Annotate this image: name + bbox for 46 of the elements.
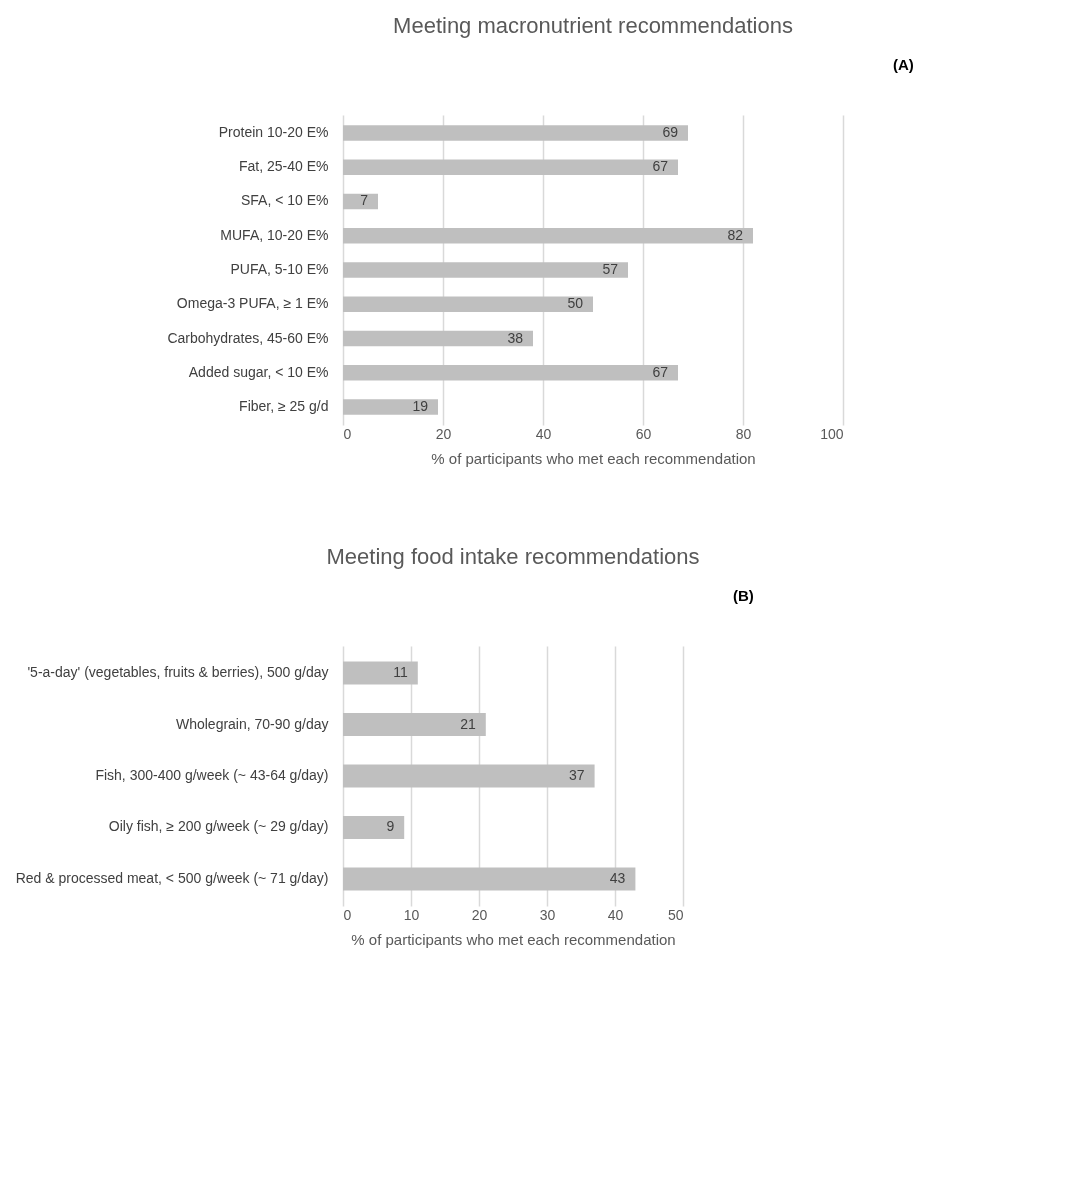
y-tick-label: Fiber, ≥ 25 g/d [239, 398, 329, 415]
x-axis-title: % of participants who met each recommendation [351, 930, 676, 948]
data-label: 37 [569, 767, 585, 783]
data-label: 82 [727, 226, 744, 243]
x-tick-label: 60 [635, 425, 652, 442]
y-tick-label: Oily fish, ≥ 200 g/week (~ 29 g/day) [108, 818, 329, 835]
y-tick-label: Wholegrain, 70-90 g/day [175, 715, 329, 732]
y-tick-label: Carbohydrates, 45-60 E% [167, 329, 329, 346]
y-tick-label: '5-a-day' (vegetables, fruits & berries), 500 g/day [27, 664, 329, 681]
y-tick-label: Protein 10-20 E% [218, 123, 329, 140]
x-tick-label: 20 [471, 906, 488, 923]
y-tick-label: SFA, < 10 E% [240, 192, 329, 209]
data-label: 43 [609, 869, 626, 886]
x-tick-label: 80 [735, 425, 752, 442]
y-tick-label: PUFA, 5-10 E% [230, 261, 329, 277]
data-label: 50 [567, 295, 584, 312]
data-label: 9 [386, 818, 395, 835]
x-tick-label: 100 [820, 425, 844, 442]
text: (B) [733, 587, 754, 604]
y-tick-label: Omega-3 PUFA, ≥ 1 E% [176, 295, 329, 312]
data-label: 57 [602, 261, 619, 277]
text: (A) [893, 56, 914, 73]
y-tick-label: Added sugar, < 10 E% [188, 363, 329, 380]
y-tick-label: Red & processed meat, < 500 g/week (~ 71 g/day) [15, 869, 329, 886]
data-label: 21 [460, 715, 477, 732]
y-tick-label: Fat, 25-40 E% [239, 158, 329, 175]
data-label: 38 [507, 329, 524, 346]
chart-title: Meeting food intake recommendations [326, 544, 700, 569]
data-label: 69 [662, 123, 679, 140]
x-tick-label: 40 [607, 906, 624, 923]
x-tick-label: 40 [535, 425, 552, 442]
x-tick-label: 0 [343, 425, 352, 442]
y-tick-label: MUFA, 10-20 E% [220, 226, 329, 243]
data-label: 11 [393, 664, 408, 681]
data-label: 67 [652, 158, 669, 175]
x-tick-label: 20 [435, 425, 452, 442]
x-tick-label: 30 [539, 906, 556, 923]
data-label: 19 [412, 398, 429, 415]
data-label: 7 [360, 192, 369, 209]
y-tick-label: Fish, 300-400 g/week (~ 43-64 g/day) [95, 767, 329, 783]
x-tick-label: 50 [667, 906, 684, 923]
data-label: 67 [652, 363, 669, 380]
x-axis-title: % of participants who met each recommendation [431, 449, 756, 467]
x-tick-label: 10 [403, 906, 420, 923]
x-tick-label: 0 [343, 906, 352, 923]
chart-title: Meeting macronutrient recommendations [393, 13, 793, 38]
